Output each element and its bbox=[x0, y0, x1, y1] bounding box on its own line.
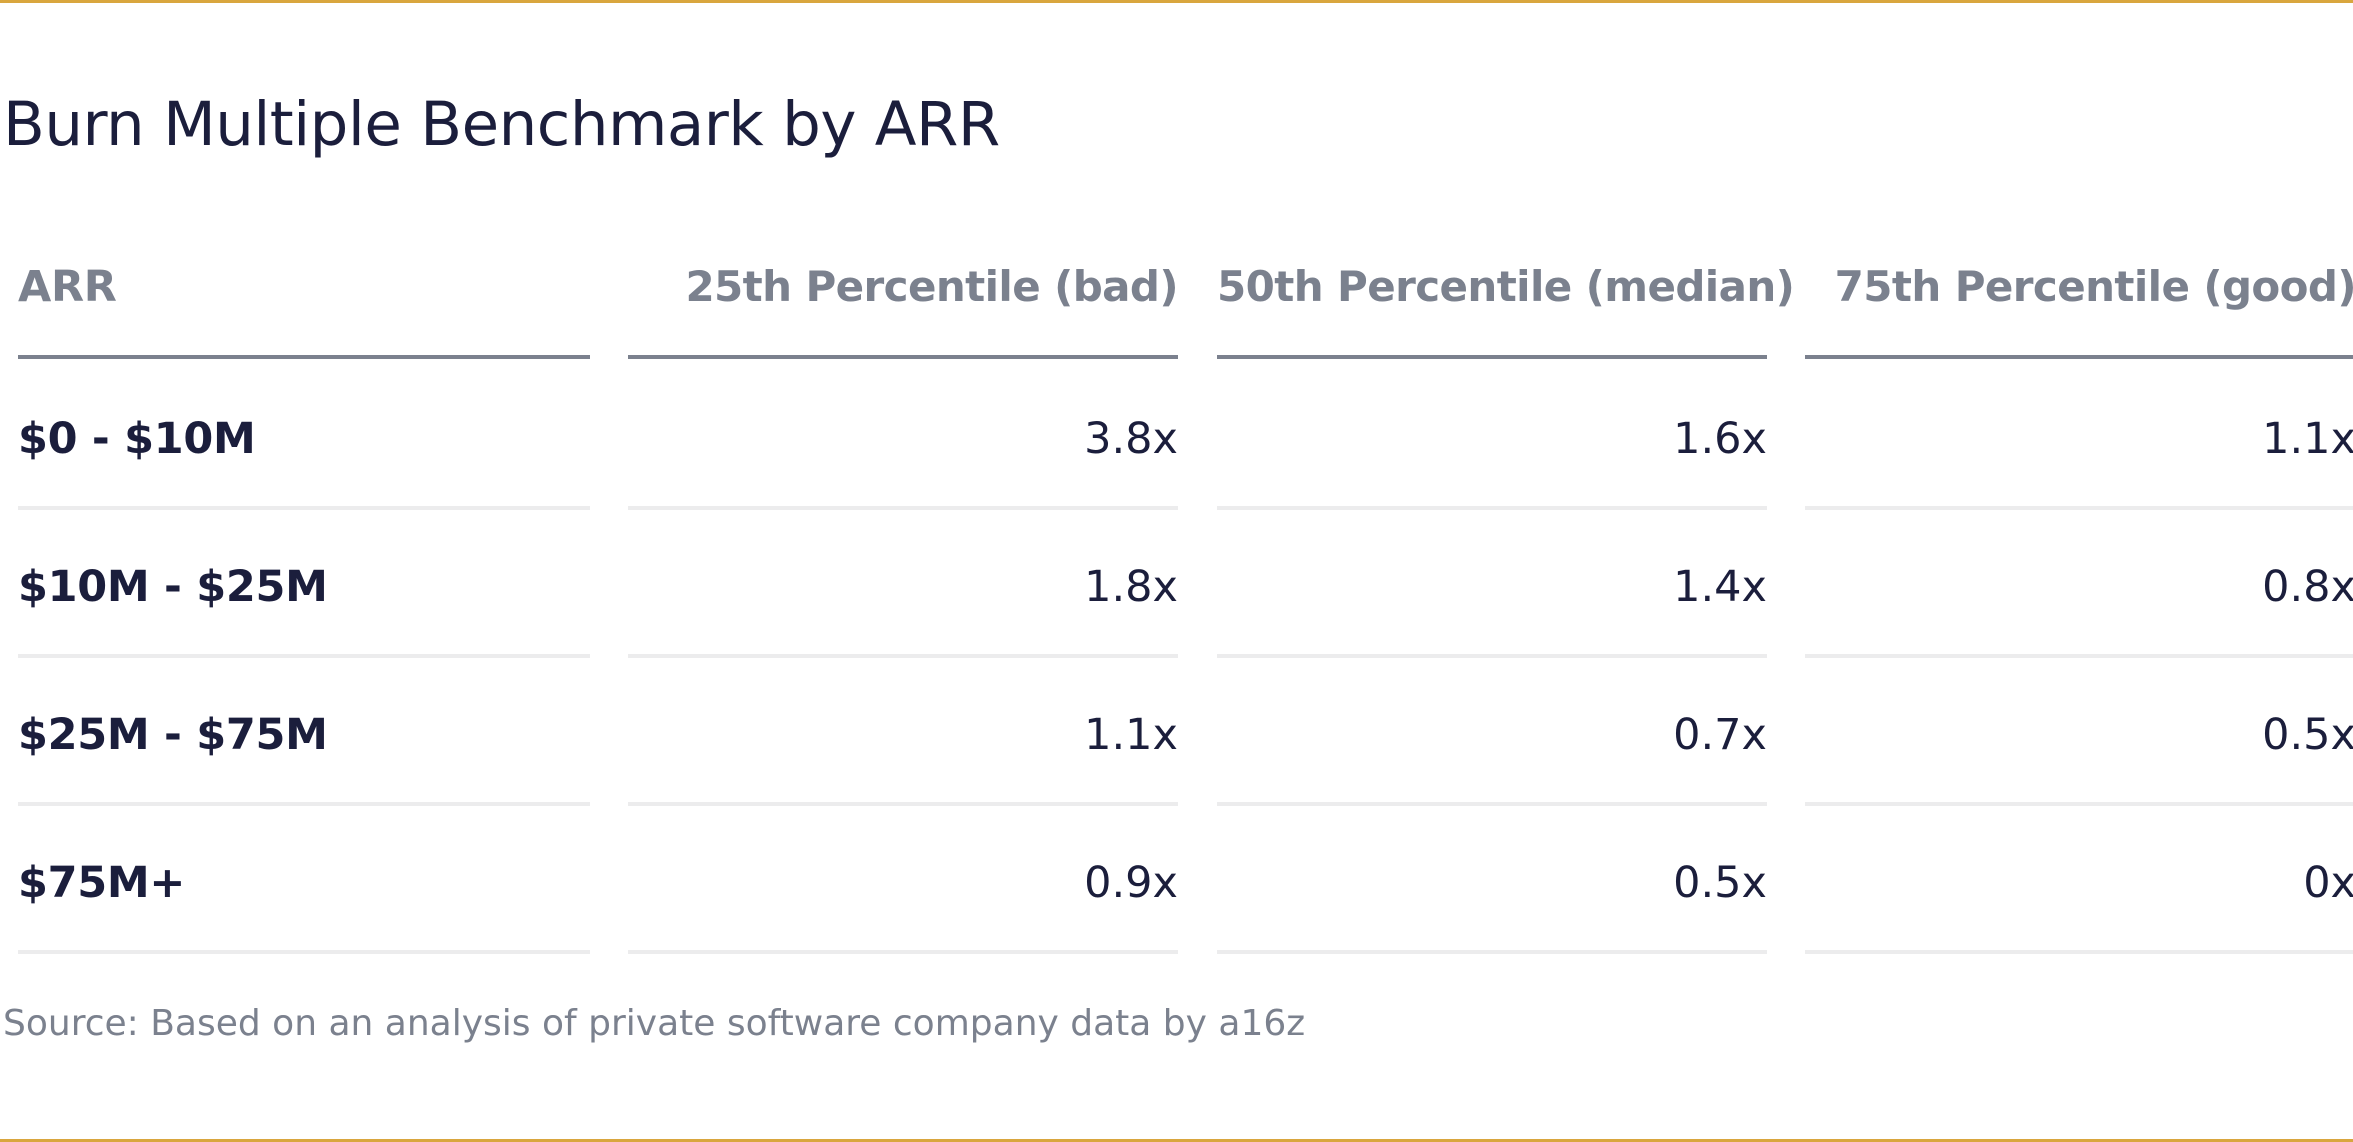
row-divider bbox=[628, 802, 1178, 806]
row-divider bbox=[1217, 950, 1767, 954]
table-cell: 0x bbox=[2303, 858, 2353, 908]
table-cell: 1.8x bbox=[1084, 562, 1178, 612]
page-title: Burn Multiple Benchmark by ARR bbox=[3, 89, 1000, 160]
row-divider bbox=[1217, 802, 1767, 806]
table-cell: 0.9x bbox=[1084, 858, 1178, 908]
row-divider bbox=[1805, 802, 2353, 806]
row-label: $10M - $25M bbox=[18, 562, 328, 612]
table-cell: 0.5x bbox=[1673, 858, 1767, 908]
column-header-50th-percentile: 50th Percentile (median) bbox=[1217, 262, 1795, 311]
column-header-arr: ARR bbox=[18, 262, 117, 312]
top-accent-rule bbox=[0, 0, 2353, 3]
row-divider bbox=[18, 802, 590, 806]
table-cell: 1.1x bbox=[2262, 414, 2353, 464]
header-divider bbox=[628, 355, 1178, 359]
table-cell: 1.4x bbox=[1673, 562, 1767, 612]
row-label: $0 - $10M bbox=[18, 414, 256, 464]
row-divider bbox=[1217, 654, 1767, 658]
table-cell: 0.8x bbox=[2262, 562, 2353, 612]
row-divider bbox=[1217, 506, 1767, 510]
column-header-75th-percentile: 75th Percentile (good) bbox=[1834, 262, 2353, 311]
source-note: Source: Based on an analysis of private … bbox=[3, 1003, 1306, 1044]
table-cell: 1.6x bbox=[1673, 414, 1767, 464]
row-divider bbox=[1805, 950, 2353, 954]
row-divider bbox=[18, 950, 590, 954]
header-divider bbox=[1217, 355, 1767, 359]
row-label: $75M+ bbox=[18, 858, 186, 908]
row-divider bbox=[18, 506, 590, 510]
row-divider bbox=[628, 950, 1178, 954]
row-divider bbox=[1805, 654, 2353, 658]
row-divider bbox=[628, 506, 1178, 510]
bottom-accent-rule bbox=[0, 1139, 2353, 1142]
table-cell: 1.1x bbox=[1084, 710, 1178, 760]
column-header-25th-percentile: 25th Percentile (bad) bbox=[685, 262, 1178, 311]
table-cell: 0.5x bbox=[2262, 710, 2353, 760]
table-cell: 0.7x bbox=[1673, 710, 1767, 760]
row-divider bbox=[1805, 506, 2353, 510]
table-cell: 3.8x bbox=[1084, 414, 1178, 464]
row-divider bbox=[18, 654, 590, 658]
row-divider bbox=[628, 654, 1178, 658]
header-divider bbox=[18, 355, 590, 359]
header-divider bbox=[1805, 355, 2353, 359]
row-label: $25M - $75M bbox=[18, 710, 328, 760]
